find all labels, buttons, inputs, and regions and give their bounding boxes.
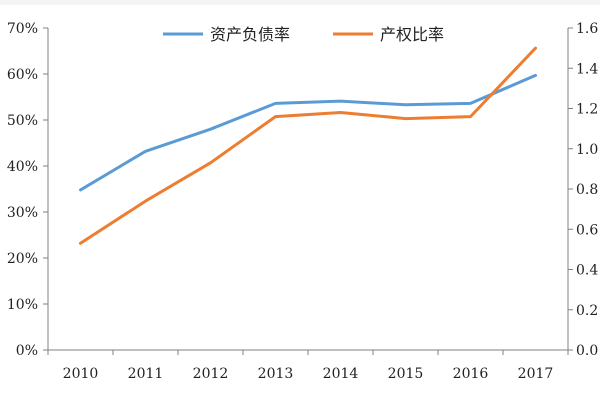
left-y-ticks: 0% 10% 20% 30% 40% 50% 60% 70% bbox=[7, 21, 48, 359]
x-tick-label: 2012 bbox=[193, 366, 229, 382]
x-tick-label: 2015 bbox=[388, 366, 424, 382]
left-tick-label: 70% bbox=[7, 21, 38, 37]
right-tick-label: 1.2 bbox=[576, 102, 598, 118]
legend-label-debt-ratio: 资产负债率 bbox=[210, 25, 290, 44]
x-tick-label: 2014 bbox=[323, 366, 359, 382]
left-tick-label: 40% bbox=[7, 159, 38, 175]
left-tick-label: 50% bbox=[7, 113, 38, 129]
x-tick-label: 2017 bbox=[518, 366, 554, 382]
x-ticks: 2010 2011 2012 2013 2014 2015 2016 2017 bbox=[47, 350, 569, 382]
legend: 资产负债率 产权比率 bbox=[163, 25, 444, 44]
x-tick-label: 2011 bbox=[128, 366, 164, 382]
series-line-debt-ratio bbox=[79, 73, 537, 192]
x-tick-label: 2010 bbox=[63, 366, 99, 382]
left-tick-label: 30% bbox=[7, 205, 38, 221]
x-tick-label: 2016 bbox=[453, 366, 489, 382]
left-tick-label: 20% bbox=[7, 251, 38, 267]
left-tick-label: 60% bbox=[7, 67, 38, 83]
top-strip bbox=[0, 0, 600, 5]
right-tick-label: 0.4 bbox=[576, 263, 598, 279]
right-tick-label: 1.4 bbox=[576, 61, 598, 77]
right-tick-label: 0.6 bbox=[576, 222, 598, 238]
right-tick-label: 1.0 bbox=[576, 142, 598, 158]
series-lines bbox=[79, 46, 537, 245]
right-tick-label: 1.6 bbox=[576, 21, 598, 37]
right-y-ticks: 0.0 0.2 0.4 0.6 0.8 1.0 1.2 1.4 1.6 bbox=[568, 21, 598, 359]
right-tick-label: 0.0 bbox=[576, 343, 598, 359]
left-tick-label: 10% bbox=[7, 297, 38, 313]
right-tick-label: 0.2 bbox=[576, 303, 598, 319]
x-tick-label: 2013 bbox=[258, 366, 294, 382]
left-tick-label: 0% bbox=[16, 343, 38, 359]
right-tick-label: 0.8 bbox=[576, 182, 598, 198]
series-line-equity-ratio bbox=[79, 46, 537, 245]
legend-label-equity-ratio: 产权比率 bbox=[380, 25, 444, 44]
